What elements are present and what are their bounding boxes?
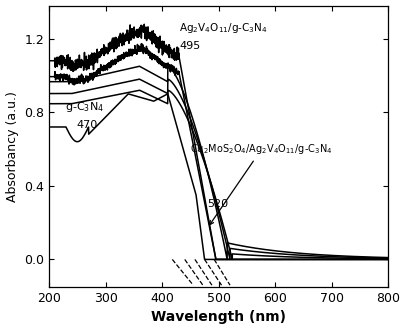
X-axis label: Wavelength (nm): Wavelength (nm) [151,311,286,324]
Y-axis label: Absorbancy (a.u.): Absorbancy (a.u.) [6,91,19,202]
Text: Ag$_2$V$_4$O$_{11}$/g-C$_3$N$_4$: Ag$_2$V$_4$O$_{11}$/g-C$_3$N$_4$ [179,21,267,35]
Text: g-C$_3$N$_4$: g-C$_3$N$_4$ [65,100,104,114]
Text: Cu$_2$MoS$_2$O$_4$/Ag$_2$V$_4$O$_{11}$/g-C$_3$N$_4$: Cu$_2$MoS$_2$O$_4$/Ag$_2$V$_4$O$_{11}$/g… [190,142,332,225]
Text: 495: 495 [179,41,200,51]
Text: 520: 520 [207,199,228,209]
Text: 470: 470 [76,120,97,130]
